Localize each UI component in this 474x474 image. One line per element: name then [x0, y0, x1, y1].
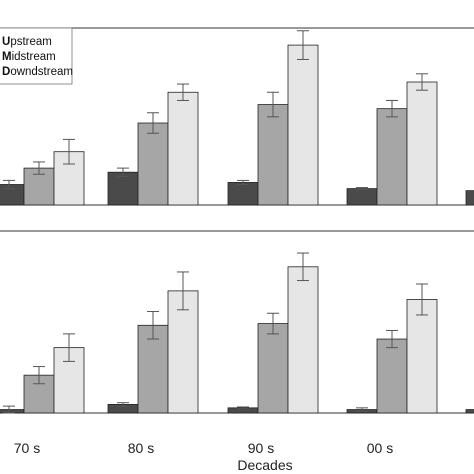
x-axis-title: Decades: [237, 457, 292, 473]
legend-entry-1: Midstream: [2, 51, 56, 63]
bar-top-midstream-3: [376, 108, 408, 206]
bar-bottom-midstream-3: [376, 338, 408, 414]
bar-bottom-upstream-0: [0, 409, 25, 414]
error-bar-bottom-downstream-3: [416, 283, 428, 316]
error-bar-bottom-downstream-0: [63, 333, 75, 362]
bar-top-downstream-2: [287, 44, 319, 206]
bar-bottom-upstream-4: [465, 409, 474, 414]
error-bar-bottom-upstream-0: [3, 405, 15, 414]
bar-bottom-midstream-2: [257, 323, 289, 414]
bar-bottom-downstream-1: [167, 290, 199, 414]
legend-entry-2: Downdstream: [2, 66, 73, 78]
bar-bottom-midstream-1: [137, 324, 169, 414]
error-bar-top-downstream-2: [297, 30, 309, 60]
bar-bottom-downstream-2: [287, 266, 319, 414]
bar-top-midstream-2: [257, 104, 289, 206]
error-bar-bottom-downstream-1: [177, 271, 189, 311]
bar-top-upstream-0: [0, 184, 25, 206]
error-bar-bottom-midstream-1: [147, 311, 159, 340]
panel-bottom: [0, 230, 474, 414]
error-bar-top-upstream-1: [117, 167, 129, 177]
error-bar-top-downstream-0: [63, 138, 75, 165]
error-bar-top-upstream-3: [356, 187, 368, 191]
x-tick-label-0: 70 s: [14, 440, 40, 456]
x-tick-label-2: 90 s: [248, 440, 274, 456]
error-bar-bottom-midstream-0: [33, 366, 45, 385]
bar-top-midstream-1: [137, 122, 169, 206]
panels-layer: [0, 27, 474, 414]
error-bar-top-upstream-2: [237, 179, 249, 185]
legend: Upstream Midstream Downdstream: [0, 27, 73, 85]
bar-top-upstream-1: [107, 171, 139, 206]
error-bar-top-midstream-3: [386, 99, 398, 118]
error-bar-top-upstream-0: [3, 179, 15, 190]
error-bar-top-midstream-2: [267, 91, 279, 118]
error-bar-top-downstream-1: [177, 83, 189, 101]
panel-top: [0, 27, 474, 206]
legend-box: [0, 27, 73, 85]
error-bar-bottom-upstream-1: [117, 402, 129, 407]
x-tick-label-3: 00 s: [367, 440, 393, 456]
bar-top-downstream-1: [167, 91, 199, 206]
error-bar-top-midstream-0: [33, 161, 45, 175]
error-bar-bottom-midstream-3: [386, 329, 398, 349]
bar-top-upstream-4: [465, 190, 474, 206]
bar-bottom-downstream-3: [406, 299, 438, 414]
error-bar-bottom-downstream-2: [297, 252, 309, 282]
bar-top-downstream-3: [406, 81, 438, 206]
error-bar-bottom-upstream-2: [237, 406, 249, 410]
error-bar-top-downstream-3: [416, 73, 428, 91]
error-bar-bottom-upstream-3: [356, 407, 368, 412]
bar-top-upstream-2: [227, 182, 259, 206]
x-tick-label-1: 80 s: [128, 440, 154, 456]
error-bar-bottom-midstream-2: [267, 312, 279, 335]
legend-entry-0: Upstream: [2, 36, 52, 48]
bar-top-upstream-3: [346, 188, 378, 206]
x-tick-labels: 70 s 80 s 90 s 00 s: [14, 440, 393, 456]
error-bar-top-midstream-1: [147, 112, 159, 134]
